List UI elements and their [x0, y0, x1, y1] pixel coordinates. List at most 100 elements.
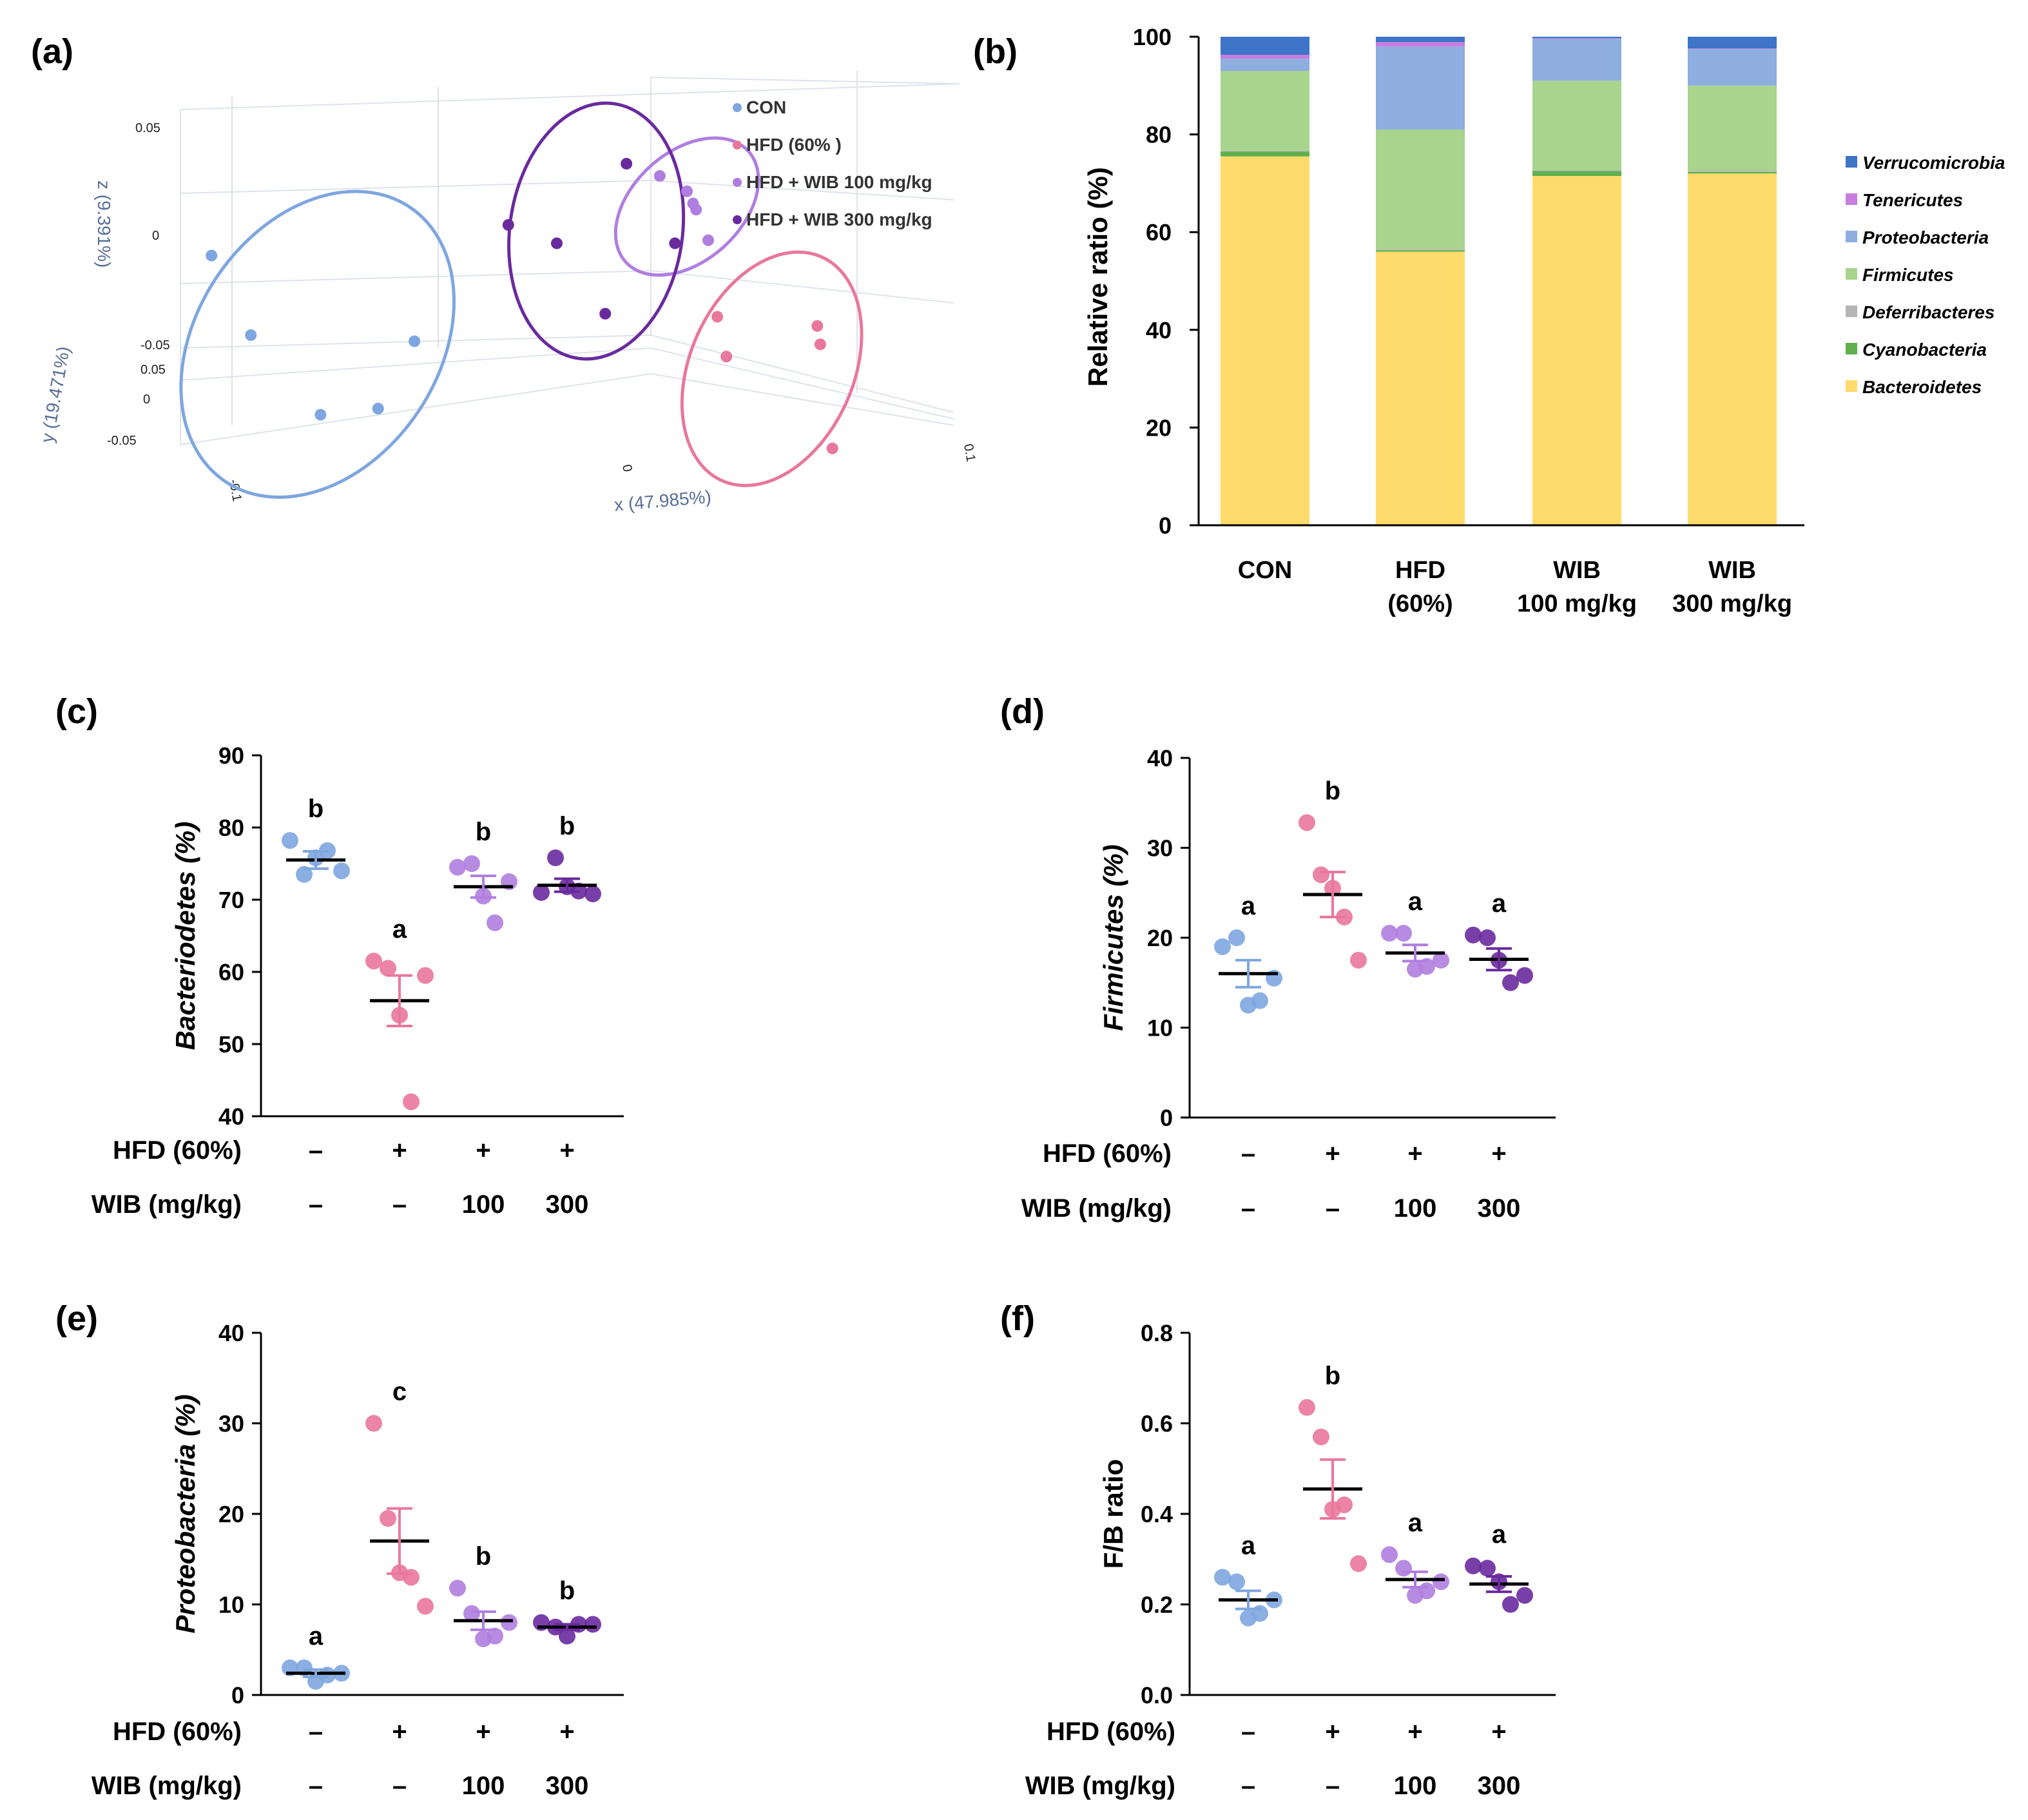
tick-label: 10	[218, 1592, 244, 1618]
tick-label: 0.6	[1141, 1411, 1173, 1437]
b-category-label: 300 mg/kg	[1672, 590, 1792, 617]
significance-letter: b	[559, 1577, 575, 1605]
wib-row-value: –	[1326, 1772, 1340, 1800]
bar-segment	[1221, 71, 1309, 151]
data-point	[449, 1580, 466, 1597]
hfd-row-value: +	[1325, 1139, 1340, 1168]
wib-row-value: 100	[462, 1190, 505, 1219]
wib-row-label: WIB (mg/kg)	[1021, 1194, 1172, 1223]
data-point	[487, 1627, 503, 1645]
pca-point	[551, 237, 563, 249]
bar-segment	[1376, 37, 1465, 43]
b-y-axis-title: Relative ratio (%)	[1083, 167, 1113, 387]
b-legend-label: Firmicutes	[1862, 265, 1954, 285]
hfd-row-value: +	[476, 1718, 490, 1746]
b-legend-label: Bacteroidetes	[1862, 377, 1982, 397]
wib-row-value: 300	[1478, 1772, 1521, 1800]
hfd-row-label: HFD (60%)	[1047, 1718, 1175, 1746]
data-point	[1228, 1573, 1245, 1591]
bar-segment	[1532, 81, 1621, 170]
bar-segment	[1532, 171, 1621, 177]
tick-label: 0	[1160, 1105, 1173, 1131]
pca-y-tick-neg: -0.05	[107, 434, 137, 448]
tick-label: 50	[218, 1031, 244, 1058]
pca-z-axis-label: z (9.391%)	[94, 180, 114, 267]
tick-label: 0.8	[1141, 1320, 1173, 1346]
tick-label: 40	[218, 1103, 244, 1130]
pca-point	[599, 307, 612, 320]
wib-row-label: WIB (mg/kg)	[92, 1772, 242, 1800]
data-point	[1433, 951, 1449, 969]
bar-segment	[1221, 59, 1309, 72]
tick-label: 0	[231, 1682, 244, 1709]
pca-point	[814, 338, 826, 351]
b-legend-swatch	[1846, 156, 1857, 168]
bar-segment	[1221, 156, 1309, 525]
data-point	[1381, 1546, 1398, 1563]
hfd-row-value: +	[1407, 1139, 1422, 1168]
bar-segment	[1532, 39, 1621, 81]
data-point	[282, 832, 298, 849]
tick-label: 70	[218, 887, 244, 913]
data-point	[463, 855, 480, 872]
data-point	[1299, 814, 1315, 831]
pca-legend-marker	[733, 140, 742, 150]
data-point	[1381, 925, 1398, 942]
pca-y-tick-0.05: 0.05	[140, 363, 166, 377]
y-axis-title: F/B ratio	[1098, 1459, 1128, 1569]
data-point	[487, 914, 503, 931]
tick-label: 0.0	[1141, 1682, 1173, 1709]
significance-letter: b	[308, 795, 324, 823]
wib-row-value: –	[1241, 1772, 1255, 1800]
data-point	[1516, 1587, 1533, 1604]
data-point	[1433, 1573, 1449, 1591]
pca-points	[206, 158, 838, 454]
pca-point	[681, 185, 693, 197]
b-category-label: (60%)	[1387, 590, 1453, 617]
b-legend: Verrucomicrobia Tenericutes Proteobacteria…	[1846, 153, 2005, 397]
wib-row-value: –	[1326, 1194, 1340, 1223]
wib-row-value: –	[1241, 1194, 1255, 1223]
wib-row-value: 100	[1394, 1772, 1437, 1800]
b-category-label: WIB	[1708, 557, 1756, 584]
b-legend-swatch	[1846, 231, 1857, 242]
panel-label-b: (b)	[973, 32, 1018, 71]
data-point	[463, 1605, 480, 1622]
significance-letter: c	[392, 1378, 407, 1406]
wib-row-label: WIB (mg/kg)	[92, 1190, 242, 1219]
significance-letter: a	[1492, 1520, 1507, 1549]
tick-label: 30	[1147, 835, 1173, 862]
significance-letter: b	[476, 1542, 491, 1571]
pca-legend-label: HFD + WIB 100 mg/kg	[746, 172, 932, 192]
pca-point	[314, 409, 327, 421]
panel-label-a: (a)	[31, 32, 73, 71]
data-point	[380, 960, 396, 977]
data-point	[1516, 967, 1533, 984]
bar-segment	[1688, 171, 1777, 172]
data-point	[417, 967, 434, 984]
pca-z-tick-0: 0	[152, 229, 159, 243]
significance-letter: a	[1241, 892, 1256, 920]
b-category-label: 100 mg/kg	[1517, 590, 1637, 617]
hfd-row-value: +	[559, 1718, 574, 1746]
b-legend-label: Cyanobacteria	[1862, 340, 1987, 360]
data-point	[1465, 1557, 1482, 1574]
pca-legend-label: CON	[746, 97, 786, 117]
bar-segment	[1688, 171, 1777, 174]
bacteroidetes-dot-plot: 40 50 60 70 80 90 Bacteriodetes (%) b a b b HFD (60…	[92, 742, 624, 1219]
pca-point	[711, 311, 724, 323]
pca-point	[690, 204, 702, 216]
fb-ratio-dot-plot: 0.0 0.2 0.4 0.6 0.8 F/B ratio a b a a HFD (60%) WIB…	[1025, 1320, 1556, 1800]
b-tick-label: 20	[1146, 414, 1172, 441]
bar-segment	[1376, 130, 1465, 249]
b-legend-label: Proteobacteria	[1862, 228, 1989, 247]
hfd-row-value: +	[1491, 1139, 1506, 1168]
data-point	[1395, 1560, 1412, 1577]
pca-point	[826, 442, 838, 454]
bar-segment	[1688, 85, 1777, 171]
b-y-ticks: 0 20 40 60 80 100	[1133, 24, 1199, 539]
pca-point	[409, 335, 421, 347]
bar-segment	[1376, 46, 1465, 130]
wib-row-value: –	[309, 1772, 323, 1800]
bar-segment	[1532, 169, 1621, 171]
